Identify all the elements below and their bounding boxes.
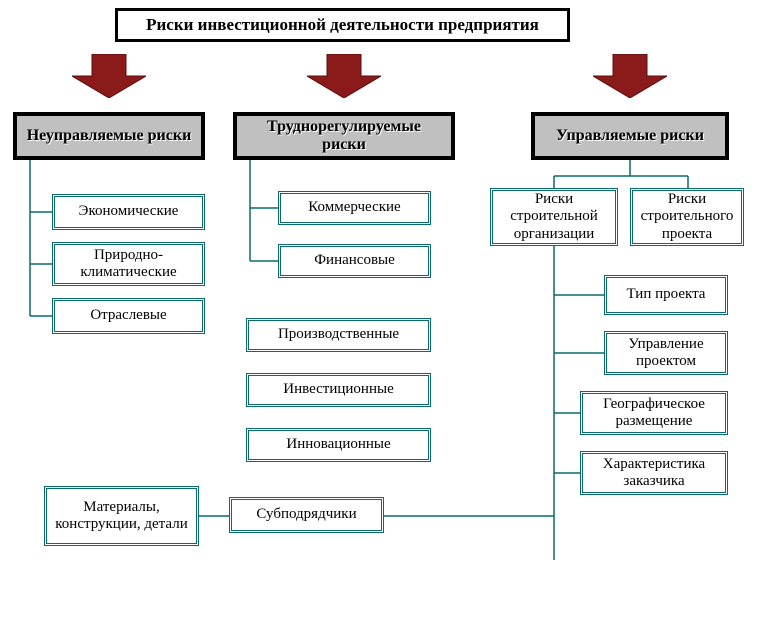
col-header-managed-label: Управляемые риски <box>556 127 704 145</box>
arrow-down-1 <box>72 54 146 98</box>
title-text: Риски инвестиционной деятельности предпр… <box>146 15 539 35</box>
node-materials: Материалы, конструкции, детали <box>44 486 199 546</box>
node-proj-type-label: Тип проекта <box>627 286 706 303</box>
node-economic: Экономические <box>52 194 205 230</box>
node-investment: Инвестиционные <box>246 373 431 407</box>
col-header-managed: Управляемые риски <box>531 112 729 160</box>
node-proj-risks: Риски строительного проекта <box>630 188 744 246</box>
node-investment-label: Инвестиционные <box>283 381 393 398</box>
node-customer: Характеристика заказчика <box>580 451 728 495</box>
node-materials-label: Материалы, конструкции, детали <box>55 499 188 534</box>
node-proj-mgmt: Управление проектом <box>604 331 728 375</box>
col-header-hardreg-label: Труднорегулируемые риски <box>245 118 443 155</box>
node-proj-mgmt-label: Управление проектом <box>615 336 717 371</box>
node-climate: Природно-климатические <box>52 242 205 286</box>
node-commercial-label: Коммерческие <box>308 199 400 216</box>
node-production: Производственные <box>246 318 431 352</box>
node-geo: Географическое размещение <box>580 391 728 435</box>
col-header-unmanaged-label: Неуправляемые риски <box>27 127 192 145</box>
node-org-risks-label: Риски строительной организации <box>501 191 607 243</box>
node-production-label: Производственные <box>278 326 399 343</box>
node-innovation-label: Инновационные <box>286 436 390 453</box>
node-economic-label: Экономические <box>79 203 179 220</box>
node-customer-label: Характеристика заказчика <box>591 456 717 491</box>
node-climate-label: Природно-климатические <box>63 247 194 282</box>
node-geo-label: Географическое размещение <box>591 396 717 431</box>
col-header-unmanaged: Неуправляемые риски <box>13 112 205 160</box>
arrow-down-2 <box>307 54 381 98</box>
title-box: Риски инвестиционной деятельности предпр… <box>115 8 570 42</box>
node-subcontractors: Субподрядчики <box>229 497 384 533</box>
arrow-down-3 <box>593 54 667 98</box>
node-proj-type: Тип проекта <box>604 275 728 315</box>
node-subcontractors-label: Субподрядчики <box>256 506 356 523</box>
node-commercial: Коммерческие <box>278 191 431 225</box>
node-proj-risks-label: Риски строительного проекта <box>641 191 734 243</box>
node-innovation: Инновационные <box>246 428 431 462</box>
node-industry-label: Отраслевые <box>90 307 166 324</box>
node-financial: Финансовые <box>278 244 431 278</box>
node-industry: Отраслевые <box>52 298 205 334</box>
col-header-hardreg: Труднорегулируемые риски <box>233 112 455 160</box>
node-org-risks: Риски строительной организации <box>490 188 618 246</box>
node-financial-label: Финансовые <box>314 252 395 269</box>
